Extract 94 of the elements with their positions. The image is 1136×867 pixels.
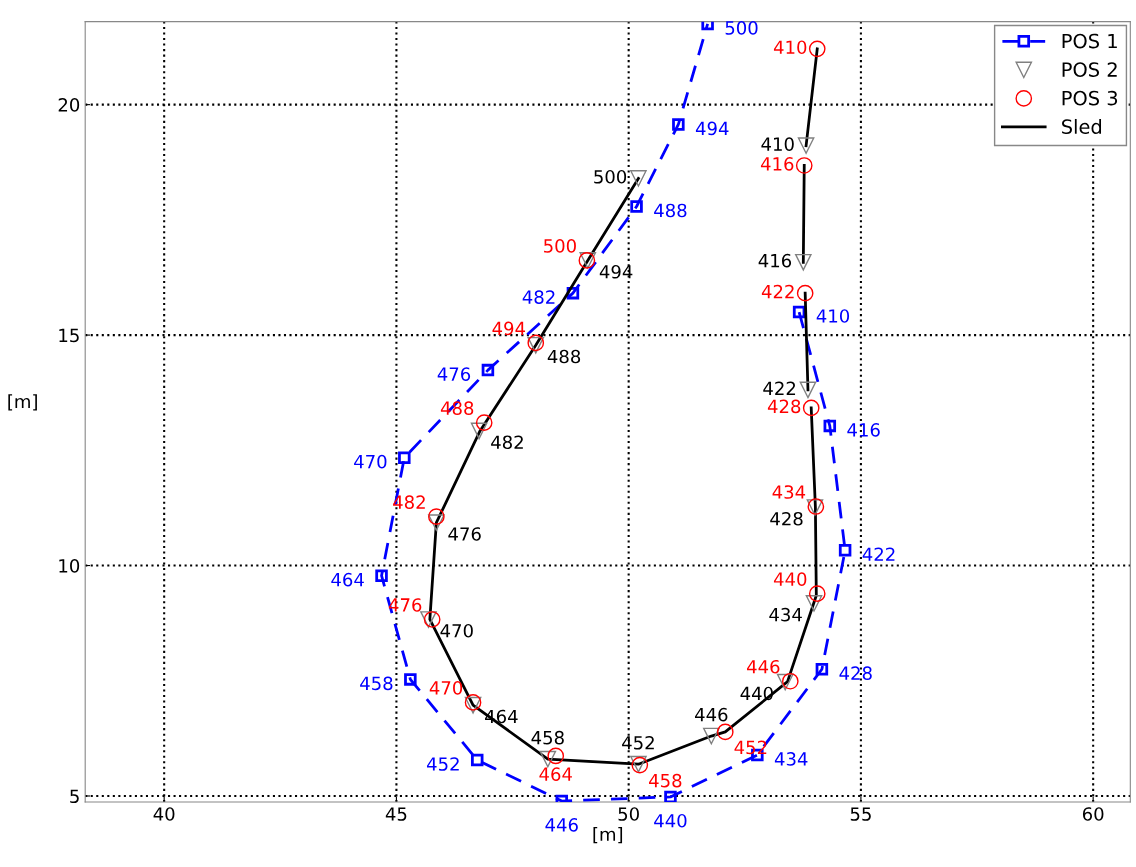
point <box>703 727 720 745</box>
legend-label: POS 2 <box>1062 62 1117 77</box>
x-tick-label: 55 <box>850 807 871 821</box>
point <box>716 723 734 741</box>
x-tick-label: 45 <box>385 807 407 821</box>
point <box>428 508 445 526</box>
point <box>795 157 813 174</box>
annotation: 434 <box>772 485 806 499</box>
annotation: 494 <box>599 264 633 279</box>
annotation: 500 <box>594 169 627 184</box>
x-tick-label: 50 <box>618 807 639 821</box>
annotation: 434 <box>769 607 802 622</box>
legend-label: POS 1 <box>1062 33 1117 49</box>
annotation: 422 <box>761 284 794 299</box>
annotation: 494 <box>695 121 729 136</box>
point <box>799 381 817 399</box>
annotation: 464 <box>539 767 572 781</box>
legend-label: Sled <box>1062 118 1102 135</box>
point <box>539 750 557 768</box>
point <box>805 594 823 612</box>
annotation: 500 <box>544 239 576 253</box>
y-tick-label: 10 <box>59 558 80 573</box>
annotation: 428 <box>839 666 872 681</box>
annotation: 452 <box>622 735 654 750</box>
annotation: 458 <box>531 730 564 745</box>
annotation: 452 <box>426 757 459 771</box>
annotation: 422 <box>862 547 895 561</box>
point <box>420 611 437 628</box>
point <box>792 305 806 319</box>
annotation: 440 <box>773 572 807 586</box>
annotation: 500 <box>725 21 758 35</box>
annotation: 440 <box>654 813 687 828</box>
point <box>475 414 493 431</box>
annotation: 446 <box>747 659 780 674</box>
annotation: 410 <box>773 40 807 55</box>
annotation: 446 <box>694 707 728 722</box>
y-tick-label: 20 <box>58 98 80 112</box>
x-tick-label: 40 <box>153 807 175 821</box>
point <box>630 200 643 213</box>
point <box>794 253 812 271</box>
point <box>470 422 488 440</box>
point <box>796 284 814 302</box>
y-tick-label: 15 <box>59 328 79 343</box>
annotation: 416 <box>760 157 794 171</box>
point <box>802 399 820 417</box>
point <box>404 673 417 686</box>
legend-label: POS 3 <box>1062 90 1118 106</box>
point <box>398 451 411 464</box>
point <box>470 753 484 767</box>
annotation: 422 <box>763 381 796 395</box>
point <box>808 585 826 602</box>
point <box>797 137 815 154</box>
annotation: 434 <box>774 752 808 766</box>
y-tick-label: 5 <box>70 789 79 804</box>
annotation: 482 <box>491 435 523 450</box>
annotation: 482 <box>393 495 425 510</box>
point <box>701 21 714 31</box>
point <box>481 363 495 377</box>
x-tick-label: 60 <box>1082 807 1104 821</box>
annotation: 458 <box>360 676 393 691</box>
annotation: 494 <box>492 321 526 336</box>
annotation: 410 <box>761 137 794 151</box>
point <box>838 544 852 557</box>
point <box>630 170 647 187</box>
point <box>423 611 441 628</box>
annotation: 410 <box>816 309 850 323</box>
annotation: 470 <box>429 681 463 695</box>
annotation: 428 <box>767 399 801 414</box>
annotation: 470 <box>440 623 473 638</box>
point <box>672 118 685 131</box>
point <box>776 673 794 691</box>
point <box>781 672 799 690</box>
point <box>547 747 565 765</box>
annotation: 488 <box>654 203 687 218</box>
y-axis-title: [m] <box>8 394 37 411</box>
point <box>815 662 829 676</box>
annotation: 458 <box>649 773 682 788</box>
annotation: 488 <box>547 349 581 364</box>
point <box>428 514 445 532</box>
annotation: 482 <box>522 290 555 304</box>
annotation: 416 <box>758 253 792 268</box>
point <box>823 419 837 433</box>
annotation: 470 <box>354 454 387 469</box>
point <box>664 790 677 802</box>
point <box>375 569 388 582</box>
annotation: 416 <box>847 423 880 437</box>
annotation: 452 <box>734 740 767 755</box>
x-axis-title: [m] <box>593 827 623 844</box>
annotation: 464 <box>331 572 364 587</box>
annotation: 446 <box>545 818 578 832</box>
annotation: 476 <box>437 367 471 381</box>
point <box>808 40 826 58</box>
annotation: 428 <box>770 511 803 526</box>
annotation: 476 <box>448 527 481 541</box>
